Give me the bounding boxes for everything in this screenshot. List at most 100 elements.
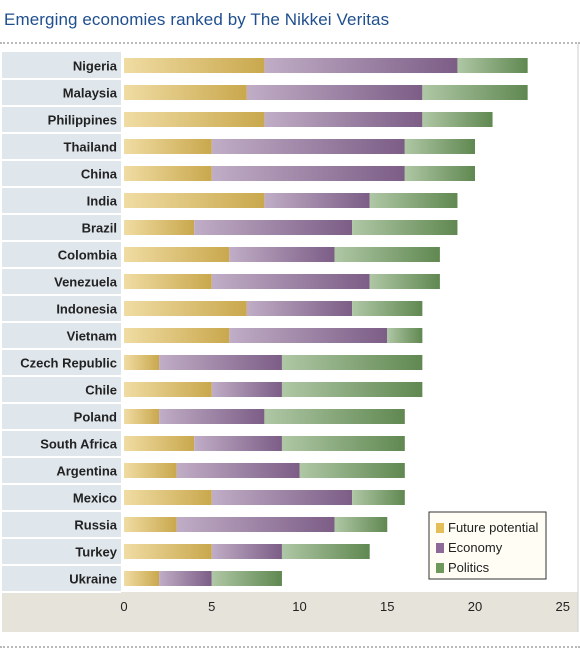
bar-india-politics: [369, 193, 458, 208]
legend: Future potential Economy Politics: [428, 511, 547, 580]
bar-philippines-future-potential: [124, 112, 265, 127]
category-label-vietnam: Vietnam: [67, 329, 117, 344]
bar-thailand-economy: [211, 139, 405, 154]
bar-malaysia-economy: [246, 85, 423, 100]
bar-chile-future-potential: [124, 382, 212, 397]
top-divider: [0, 42, 580, 44]
bar-brazil-future-potential: [124, 220, 195, 235]
category-label-turkey: Turkey: [75, 545, 117, 560]
bar-china-future-potential: [124, 166, 212, 181]
category-label-indonesia: Indonesia: [56, 302, 117, 317]
bar-turkey-future-potential: [124, 544, 212, 559]
bar-china-economy: [211, 166, 405, 181]
bar-vietnam-politics: [387, 328, 423, 343]
category-label-colombia: Colombia: [58, 248, 118, 263]
bar-brazil-economy: [194, 220, 353, 235]
bar-south-africa-politics: [281, 436, 405, 451]
legend-swatch-economy: [436, 543, 444, 553]
bar-ukraine-economy: [159, 571, 212, 586]
bar-colombia-politics: [334, 247, 440, 262]
bar-nigeria-politics: [457, 58, 528, 73]
bar-chile-politics: [281, 382, 423, 397]
x-tick-label: 0: [120, 599, 127, 614]
bar-indonesia-future-potential: [124, 301, 247, 316]
category-label-venezuela: Venezuela: [54, 275, 118, 290]
legend-label-future-potential: Future potential: [448, 520, 538, 535]
bar-philippines-politics: [422, 112, 493, 127]
bar-south-africa-economy: [194, 436, 282, 451]
bar-vietnam-future-potential: [124, 328, 230, 343]
category-label-philippines: Philippines: [48, 113, 117, 128]
bar-china-politics: [404, 166, 475, 181]
legend-swatch-politics: [436, 563, 444, 573]
category-label-chile: Chile: [85, 383, 117, 398]
bar-turkey-economy: [211, 544, 282, 559]
bar-poland-politics: [264, 409, 405, 424]
bar-russia-politics: [334, 517, 388, 532]
category-label-malaysia: Malaysia: [63, 86, 118, 101]
category-label-russia: Russia: [74, 518, 117, 533]
axis-band: [2, 592, 578, 632]
bar-czech-republic-economy: [159, 355, 282, 370]
chart-title: Emerging economies ranked by The Nikkei …: [4, 10, 390, 29]
x-axis: 0 5 10 15 20 25: [120, 599, 570, 614]
bar-mexico-economy: [211, 490, 353, 505]
category-label-south-africa: South Africa: [40, 437, 118, 452]
category-label-brazil: Brazil: [82, 221, 117, 236]
bar-venezuela-politics: [369, 274, 440, 289]
bar-argentina-politics: [299, 463, 405, 478]
bar-turkey-politics: [281, 544, 370, 559]
category-label-poland: Poland: [74, 410, 117, 425]
bar-poland-economy: [159, 409, 265, 424]
bar-vietnam-economy: [229, 328, 388, 343]
bar-thailand-future-potential: [124, 139, 212, 154]
bar-czech-republic-future-potential: [124, 355, 160, 370]
bar-colombia-economy: [229, 247, 335, 262]
category-label-czech-republic: Czech Republic: [20, 356, 117, 371]
bar-nigeria-economy: [264, 58, 458, 73]
legend-label-politics: Politics: [448, 560, 490, 575]
bar-mexico-politics: [352, 490, 405, 505]
bar-south-africa-future-potential: [124, 436, 195, 451]
category-labels: Nigeria Malaysia Philippines Thailand China I…: [20, 59, 118, 587]
plot-area-background: [122, 52, 578, 592]
bar-venezuela-future-potential: [124, 274, 212, 289]
bar-venezuela-economy: [211, 274, 370, 289]
category-label-argentina: Argentina: [56, 464, 117, 479]
x-tick-label: 5: [208, 599, 215, 614]
bar-russia-future-potential: [124, 517, 177, 532]
bar-philippines-economy: [264, 112, 423, 127]
x-tick-label: 10: [292, 599, 306, 614]
x-tick-label: 20: [468, 599, 482, 614]
bar-indonesia-economy: [246, 301, 353, 316]
bar-malaysia-politics: [422, 85, 528, 100]
category-label-china: China: [81, 167, 118, 182]
category-label-nigeria: Nigeria: [73, 59, 118, 74]
bars-layer: [124, 58, 528, 586]
bar-argentina-future-potential: [124, 463, 177, 478]
bar-malaysia-future-potential: [124, 85, 247, 100]
x-tick-label: 15: [380, 599, 394, 614]
bar-indonesia-politics: [352, 301, 423, 316]
bar-colombia-future-potential: [124, 247, 230, 262]
bar-czech-republic-politics: [281, 355, 423, 370]
bottom-divider: [0, 646, 580, 648]
category-label-ukraine: Ukraine: [69, 572, 117, 587]
bar-india-future-potential: [124, 193, 265, 208]
bar-thailand-politics: [404, 139, 475, 154]
bar-ukraine-future-potential: [124, 571, 160, 586]
legend-box: [428, 511, 547, 580]
category-label-india: India: [87, 194, 118, 209]
bar-mexico-future-potential: [124, 490, 212, 505]
bar-russia-economy: [176, 517, 335, 532]
bar-brazil-politics: [352, 220, 458, 235]
legend-swatch-future-potential: [436, 523, 444, 533]
category-label-mexico: Mexico: [73, 491, 117, 506]
category-label-thailand: Thailand: [64, 140, 118, 155]
bar-india-economy: [264, 193, 370, 208]
x-tick-label: 25: [556, 599, 570, 614]
bar-ukraine-politics: [211, 571, 282, 586]
bar-chile-economy: [211, 382, 282, 397]
bar-argentina-economy: [176, 463, 300, 478]
